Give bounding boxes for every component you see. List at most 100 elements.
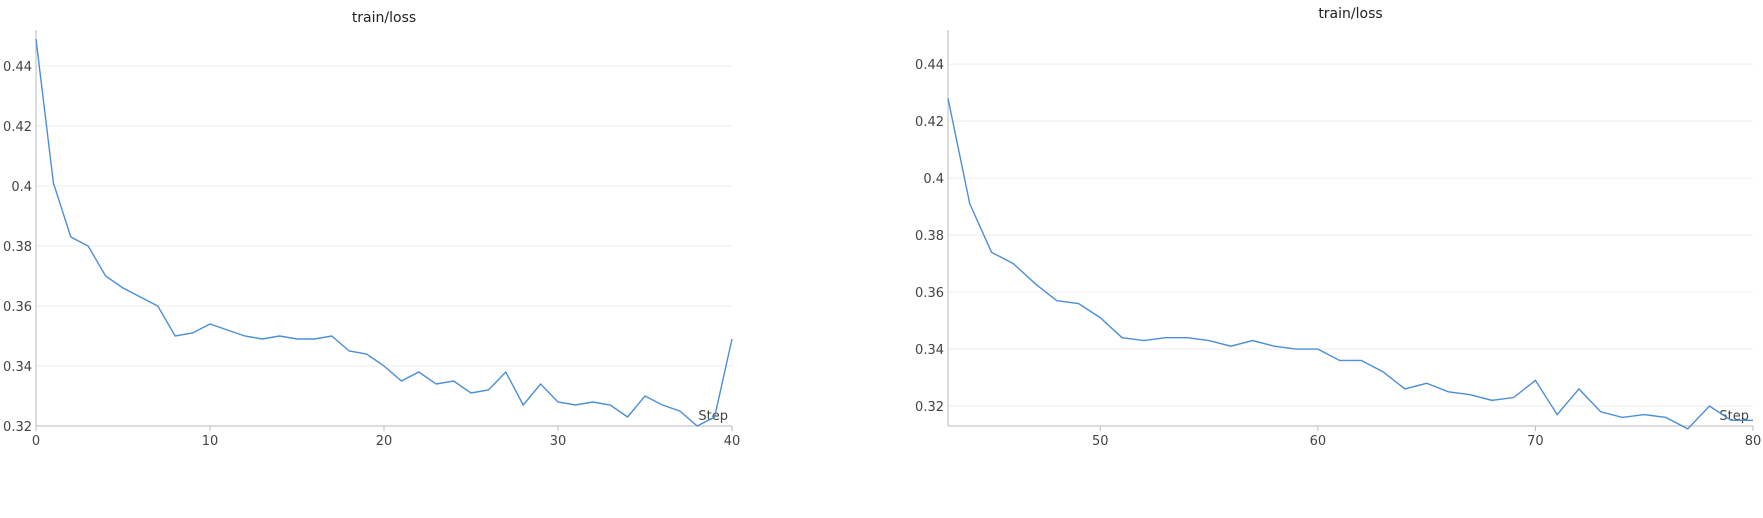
series-line [947, 98, 1753, 430]
x-tick-label: 60 [1310, 434, 1327, 449]
data-point [609, 404, 611, 406]
x-axis-label: Step [698, 409, 728, 424]
data-point [157, 305, 159, 307]
data-point [296, 338, 298, 340]
data-point [1730, 420, 1732, 422]
data-point [644, 395, 646, 397]
data-point [557, 401, 559, 403]
data-point [575, 404, 577, 406]
data-point [53, 182, 55, 184]
chart-title: train/loss [1318, 6, 1382, 22]
y-tick-label: 0.32 [915, 400, 944, 415]
y-tick-label: 0.34 [915, 343, 944, 358]
data-point [1665, 417, 1667, 419]
data-point [261, 338, 263, 340]
data-point [1535, 380, 1537, 382]
data-point [1012, 263, 1014, 265]
x-axis-label: Step [1719, 409, 1749, 424]
x-tick-label: 40 [724, 434, 741, 449]
y-tick-label: 0.38 [3, 240, 32, 255]
data-point [140, 296, 142, 298]
data-point [662, 404, 664, 406]
data-point [105, 275, 107, 277]
data-point [209, 323, 211, 325]
y-tick-label: 0.42 [915, 115, 944, 130]
data-point [1230, 345, 1232, 347]
data-point [279, 335, 281, 337]
data-point [1034, 283, 1036, 285]
data-point [1513, 397, 1515, 399]
data-point [244, 335, 246, 337]
data-point [592, 401, 594, 403]
data-point [1078, 303, 1080, 305]
data-point [1448, 391, 1450, 393]
data-point [348, 350, 350, 352]
data-point [714, 416, 716, 418]
data-point [1165, 337, 1167, 339]
data-point [1622, 417, 1624, 419]
y-tick-label: 0.32 [3, 420, 32, 435]
data-point [991, 251, 993, 253]
data-point [1600, 411, 1602, 413]
data-point [1187, 337, 1189, 339]
data-point [453, 380, 455, 382]
data-point [1687, 428, 1689, 430]
data-point [174, 335, 176, 337]
line-chart-right: train/loss 0.32 0.34 0.36 0.38 0.4 0.42 0.44 50 6… [915, 6, 1762, 449]
data-point [731, 338, 733, 340]
y-tick-label: 0.38 [915, 229, 944, 244]
data-point [227, 329, 229, 331]
data-point [1426, 382, 1428, 384]
x-tick-label: 70 [1527, 434, 1544, 449]
data-point [1752, 420, 1754, 422]
data-point [969, 203, 971, 205]
y-tick-label: 0.42 [3, 120, 32, 135]
data-point [1274, 345, 1276, 347]
data-point [122, 287, 124, 289]
data-point [1252, 340, 1254, 342]
series-line [35, 38, 733, 427]
data-point [522, 404, 524, 406]
data-point [1143, 340, 1145, 342]
data-point [1121, 337, 1123, 339]
y-tick-label: 0.4 [11, 180, 32, 195]
y-tick-label: 0.36 [3, 300, 32, 315]
line-chart-left: train/loss 0.32 0.34 0.36 0.38 0.4 0.42 0.44 0 10… [3, 10, 741, 449]
data-point [488, 389, 490, 391]
data-point [1578, 388, 1580, 390]
data-point [383, 365, 385, 367]
data-point [627, 416, 629, 418]
chart-panel-left: train/loss 0.32 0.34 0.36 0.38 0.4 0.42 0.44 0 10… [0, 0, 880, 518]
y-tick-label: 0.4 [923, 172, 944, 187]
y-tick-label: 0.44 [3, 60, 32, 75]
data-point [947, 98, 949, 100]
x-tick-label: 80 [1745, 434, 1762, 449]
x-tick-label: 50 [1092, 434, 1109, 449]
data-point [1556, 414, 1558, 416]
data-point [1709, 405, 1711, 407]
data-point [1382, 371, 1384, 373]
data-point [1317, 348, 1319, 350]
data-point [1208, 340, 1210, 342]
x-tick-label: 30 [550, 434, 567, 449]
data-point [1643, 414, 1645, 416]
data-point [401, 380, 403, 382]
data-point [679, 410, 681, 412]
y-tick-label: 0.34 [3, 360, 32, 375]
data-point [435, 383, 437, 385]
data-point [1469, 394, 1471, 396]
y-tick-label: 0.44 [915, 58, 944, 73]
data-point [366, 353, 368, 355]
data-point [470, 392, 472, 394]
data-point [1491, 400, 1493, 402]
x-tick-label: 10 [202, 434, 219, 449]
y-tick-label: 0.36 [915, 286, 944, 301]
data-point [70, 236, 72, 238]
data-point [1404, 388, 1406, 390]
data-point [87, 245, 89, 247]
data-point [418, 371, 420, 373]
data-point [314, 338, 316, 340]
chart-panel-right: train/loss 0.32 0.34 0.36 0.38 0.4 0.42 0.44 50 6… [880, 0, 1763, 518]
data-point [1295, 348, 1297, 350]
